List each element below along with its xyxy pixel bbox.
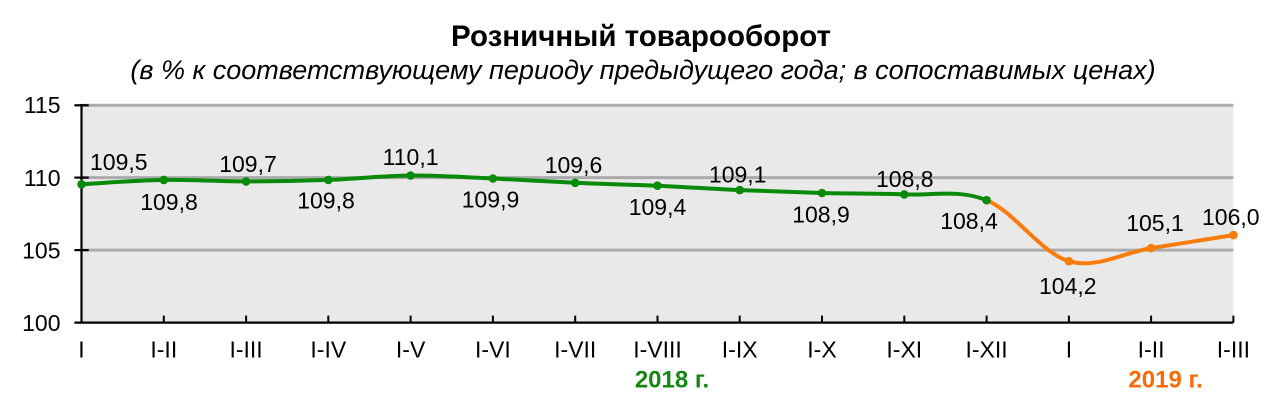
- svg-text:I-XI: I-XI: [886, 337, 922, 363]
- svg-text:I: I: [78, 337, 84, 363]
- svg-text:109,5: 109,5: [90, 149, 148, 175]
- svg-text:2018 г.: 2018 г.: [635, 366, 709, 393]
- svg-text:115: 115: [24, 92, 61, 118]
- svg-text:Розничный товарооборот: Розничный товарооборот: [451, 20, 831, 53]
- svg-text:I-II: I-II: [150, 337, 177, 363]
- svg-text:(в % к соответствующему период: (в % к соответствующему периоду предыдущ…: [130, 55, 1155, 85]
- svg-text:108,4: 108,4: [940, 208, 998, 234]
- svg-text:108,9: 108,9: [792, 201, 850, 227]
- svg-text:I-X: I-X: [807, 337, 836, 363]
- svg-text:109,7: 109,7: [219, 151, 277, 177]
- svg-text:I-VII: I-VII: [554, 337, 596, 363]
- svg-text:2019 г.: 2019 г.: [1128, 366, 1202, 393]
- svg-text:I-VIII: I-VIII: [633, 337, 682, 363]
- svg-text:I-VI: I-VI: [475, 337, 511, 363]
- svg-text:I-III: I-III: [1217, 337, 1250, 363]
- svg-text:105: 105: [22, 238, 60, 264]
- svg-text:110: 110: [24, 165, 61, 191]
- svg-text:I-V: I-V: [396, 337, 426, 363]
- svg-text:108,8: 108,8: [876, 166, 934, 192]
- svg-text:109,8: 109,8: [140, 189, 198, 215]
- svg-text:I-III: I-III: [229, 337, 262, 363]
- svg-text:105,1: 105,1: [1126, 210, 1184, 236]
- svg-text:109,6: 109,6: [545, 152, 603, 178]
- svg-text:I-XII: I-XII: [966, 337, 1008, 363]
- svg-text:I-IX: I-IX: [722, 337, 758, 363]
- svg-text:109,9: 109,9: [462, 187, 520, 213]
- svg-text:109,1: 109,1: [709, 162, 767, 188]
- svg-text:110,1: 110,1: [383, 144, 439, 170]
- svg-text:109,4: 109,4: [629, 194, 687, 220]
- svg-text:109,8: 109,8: [297, 187, 355, 213]
- svg-text:I: I: [1066, 337, 1072, 363]
- svg-text:I-II: I-II: [1138, 337, 1165, 363]
- svg-text:100: 100: [22, 310, 60, 336]
- svg-text:106,0: 106,0: [1202, 204, 1260, 230]
- svg-text:104,2: 104,2: [1039, 273, 1097, 299]
- svg-text:I-IV: I-IV: [310, 337, 346, 363]
